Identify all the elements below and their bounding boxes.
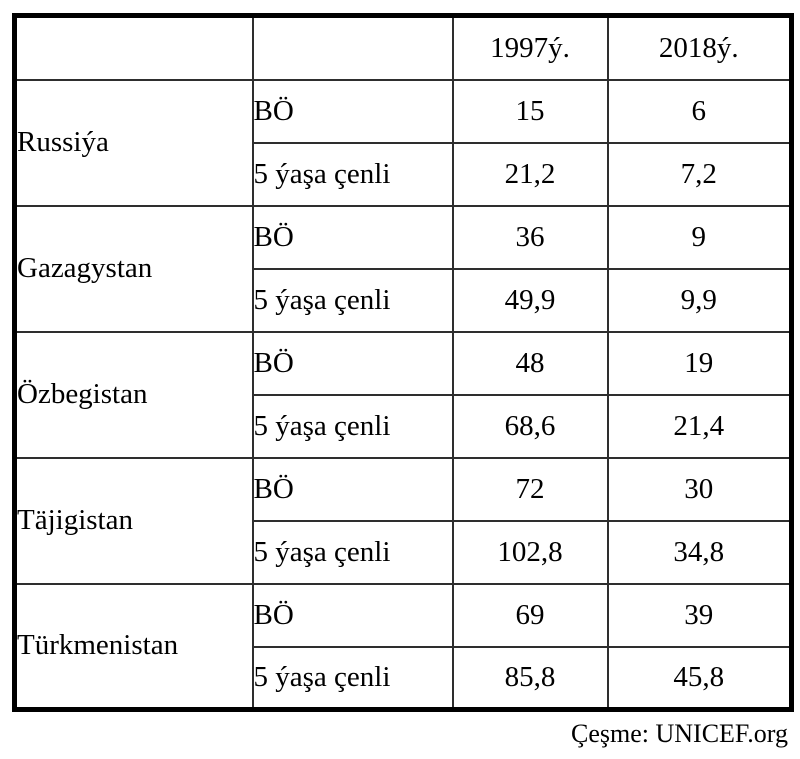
header-year-2018: 2018ý. xyxy=(606,14,793,81)
table-row: Gazagystan BÖ 36 9 xyxy=(13,204,793,333)
table-row: 5 ýaşa çenli 21,2 7,2 xyxy=(15,141,793,207)
value-cell: 7,2 xyxy=(606,141,793,207)
value-cell: 9,9 xyxy=(606,267,793,333)
value-cell: 49,9 xyxy=(451,267,609,333)
value-cell: 21,4 xyxy=(606,393,793,459)
indicator-label: BÖ xyxy=(251,330,454,396)
value-cell: 102,8 xyxy=(451,519,609,585)
value-cell: 21,2 xyxy=(451,141,609,207)
value-cell: 30 xyxy=(606,456,793,522)
indicator-label: 5 ýaşa çenli xyxy=(251,393,454,459)
indicator-label: BÖ xyxy=(251,78,454,144)
mortality-table: 1997ý. 2018ý. Russiýa BÖ 15 6 5 ýaşa çen… xyxy=(12,13,794,712)
indicator-label: 5 ýaşa çenli xyxy=(251,519,454,585)
country-cell-turkmenistan: Türkmenistan xyxy=(13,582,254,711)
indicator-label: BÖ xyxy=(251,582,454,648)
value-cell: 34,8 xyxy=(606,519,793,585)
value-cell: 15 xyxy=(451,78,609,144)
value-cell: 45,8 xyxy=(606,645,793,711)
source-note: Çeşme: UNICEF.org xyxy=(571,719,788,748)
table-row: Russiýa BÖ 15 6 xyxy=(13,78,793,207)
value-cell: 68,6 xyxy=(451,393,609,459)
indicator-label: BÖ xyxy=(251,456,454,522)
header-year-1997: 1997ý. xyxy=(451,14,609,81)
table-header-row: 1997ý. 2018ý. xyxy=(13,14,793,81)
value-cell: 9 xyxy=(606,204,793,270)
country-cell-gazagystan: Gazagystan xyxy=(13,204,254,333)
indicator-label: 5 ýaşa çenli xyxy=(251,645,454,711)
indicator-label: BÖ xyxy=(251,204,454,270)
header-empty-country xyxy=(13,14,254,81)
value-cell: 36 xyxy=(451,204,609,270)
table-row: 5 ýaşa çenli 68,6 21,4 xyxy=(15,393,793,459)
table-row: 5 ýaşa çenli 102,8 34,8 xyxy=(15,519,793,585)
country-cell-russiya: Russiýa xyxy=(13,78,254,207)
table-row: Täjigistan BÖ 72 30 xyxy=(13,456,793,585)
value-cell: 69 xyxy=(451,582,609,648)
country-cell-ozbegistan: Özbegistan xyxy=(13,330,254,459)
table-row: Türkmenistan BÖ 69 39 xyxy=(13,582,793,711)
value-cell: 39 xyxy=(606,582,793,648)
value-cell: 19 xyxy=(606,330,793,396)
indicator-label: 5 ýaşa çenli xyxy=(251,267,454,333)
value-cell: 85,8 xyxy=(451,645,609,711)
header-empty-indicator xyxy=(251,14,454,81)
indicator-label: 5 ýaşa çenli xyxy=(251,141,454,207)
country-cell-tajigistan: Täjigistan xyxy=(13,456,254,585)
table-row: 5 ýaşa çenli 49,9 9,9 xyxy=(15,267,793,333)
value-cell: 48 xyxy=(451,330,609,396)
value-cell: 72 xyxy=(451,456,609,522)
value-cell: 6 xyxy=(606,78,793,144)
table-row: Özbegistan BÖ 48 19 xyxy=(13,330,793,459)
table-row: 5 ýaşa çenli 85,8 45,8 xyxy=(15,645,793,711)
